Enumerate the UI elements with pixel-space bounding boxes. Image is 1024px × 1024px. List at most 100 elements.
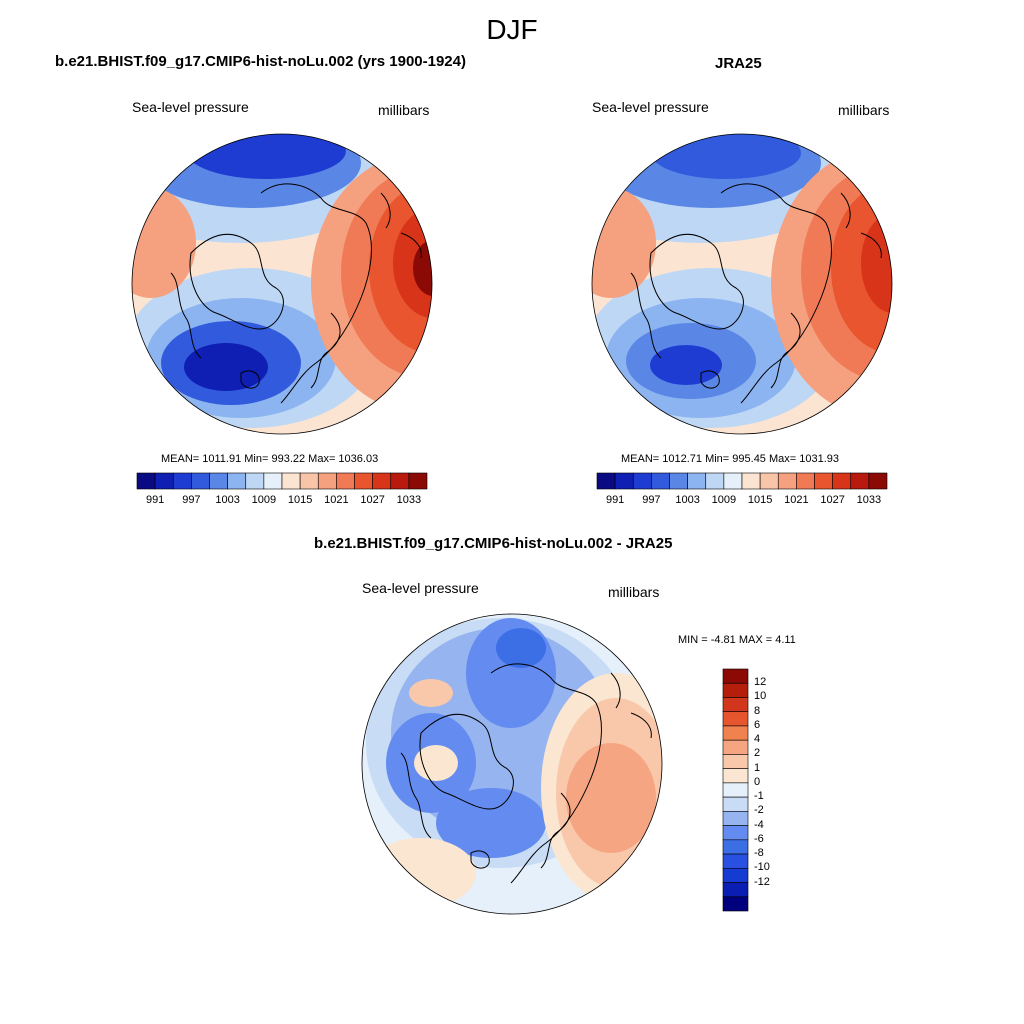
colorbar-swatch — [722, 882, 749, 898]
colorbar-swatch — [372, 472, 392, 490]
model-coastline — [170, 272, 202, 359]
colorbar-swatch — [722, 668, 749, 684]
colorbar-swatch — [722, 739, 749, 755]
colorbar-tick-label: 1021 — [784, 494, 809, 506]
colorbar-swatch — [814, 472, 833, 490]
colorbar-tick-label: 1009 — [251, 494, 277, 506]
diff-contour — [366, 838, 476, 908]
obs-units-label: millibars — [838, 102, 890, 118]
colorbar-swatch — [850, 472, 870, 490]
model-polar-map — [131, 133, 433, 435]
colorbar-swatch — [596, 472, 616, 490]
obs-panel-title: JRA25 — [715, 55, 762, 72]
diff-coastline — [470, 850, 490, 869]
model-coastline — [310, 312, 341, 389]
colorbar-tick-label: 0 — [754, 775, 761, 788]
model-contour — [413, 240, 432, 296]
colorbar-swatch — [172, 472, 192, 490]
obs-colorbar — [596, 472, 888, 490]
colorbar-swatch — [191, 472, 210, 490]
colorbar-tick-label: 1021 — [324, 494, 349, 506]
obs-coastline — [700, 370, 720, 389]
colorbar-swatch — [263, 472, 283, 490]
model-contour — [184, 343, 268, 391]
diff-stats: MIN = -4.81 MAX = 4.11 — [678, 634, 796, 646]
colorbar-tick-label: 1003 — [215, 494, 240, 506]
model-colorbar — [136, 472, 428, 490]
colorbar-swatch — [336, 472, 355, 490]
model-colorbar-ticks: 991 997 1003 1009 1015 1021 1027 1033 — [137, 494, 427, 508]
colorbar-swatch — [632, 472, 652, 490]
model-contour — [393, 208, 432, 318]
diff-coastline — [610, 672, 621, 709]
model-coastline — [260, 183, 372, 404]
colorbar-tick-label: 1033 — [856, 494, 882, 506]
diff-coastline — [400, 752, 432, 839]
colorbar-swatch — [722, 725, 749, 741]
colorbar-tick-label: 1015 — [747, 494, 773, 506]
obs-coastline — [630, 272, 662, 359]
colorbar-swatch — [245, 472, 265, 490]
colorbar-tick-label: 1033 — [396, 494, 422, 506]
colorbar-swatch — [832, 472, 852, 490]
obs-variable-label: Sea-level pressure — [592, 99, 709, 115]
colorbar-swatch — [687, 472, 707, 490]
colorbar-tick-label: -6 — [754, 832, 764, 845]
obs-coastline — [770, 312, 801, 389]
colorbar-tick-label: -1 — [754, 790, 764, 803]
colorbar-tick-label: 8 — [754, 704, 761, 717]
model-contour — [186, 134, 346, 179]
colorbar-swatch — [317, 472, 337, 490]
diff-coastline — [540, 792, 571, 869]
diff-colorbar — [722, 668, 749, 912]
model-map-border — [131, 133, 433, 435]
colorbar-swatch — [722, 825, 749, 841]
colorbar-tick-label: 991 — [605, 494, 625, 506]
model-coastline — [189, 233, 284, 330]
diff-coastline — [490, 663, 602, 884]
colorbar-swatch — [354, 472, 373, 490]
colorbar-swatch — [390, 472, 410, 490]
obs-contour — [650, 345, 722, 385]
colorbar-tick-label: 1 — [754, 761, 761, 774]
colorbar-swatch — [136, 472, 156, 490]
model-contour — [132, 188, 196, 298]
colorbar-swatch — [669, 472, 688, 490]
colorbar-tick-label: 1027 — [820, 494, 845, 506]
colorbar-swatch — [722, 853, 749, 869]
colorbar-swatch — [722, 697, 749, 713]
colorbar-swatch — [777, 472, 797, 490]
colorbar-tick-label: -8 — [754, 847, 764, 860]
obs-coastline — [840, 192, 851, 229]
obs-coastline — [649, 233, 744, 330]
model-coastline — [240, 370, 260, 389]
colorbar-swatch — [723, 472, 743, 490]
model-variable-label: Sea-level pressure — [132, 99, 249, 115]
colorbar-swatch — [227, 472, 247, 490]
colorbar-tick-label: 1015 — [287, 494, 313, 506]
obs-contour — [592, 188, 656, 298]
diff-polar-map — [361, 613, 663, 915]
colorbar-tick-label: -2 — [754, 804, 764, 817]
model-coastline — [400, 232, 422, 259]
obs-coastline — [860, 232, 882, 259]
colorbar-swatch — [741, 472, 761, 490]
diff-coastline — [419, 713, 514, 810]
colorbar-tick-label: 997 — [642, 494, 661, 506]
colorbar-swatch — [651, 472, 670, 490]
model-coastline — [380, 192, 391, 229]
diff-map-border — [361, 613, 663, 915]
diff-variable-label: Sea-level pressure — [362, 580, 479, 596]
colorbar-swatch — [408, 472, 428, 490]
figure-title: DJF — [486, 14, 538, 45]
obs-map-border — [591, 133, 893, 435]
diff-contour — [409, 679, 453, 707]
colorbar-tick-label: 1009 — [711, 494, 737, 506]
colorbar-tick-label: -10 — [754, 861, 770, 874]
colorbar-swatch — [796, 472, 815, 490]
colorbar-swatch — [722, 682, 749, 698]
colorbar-tick-label: 12 — [754, 676, 767, 689]
colorbar-swatch — [722, 711, 749, 727]
colorbar-swatch — [209, 472, 228, 490]
colorbar-swatch — [722, 796, 749, 812]
